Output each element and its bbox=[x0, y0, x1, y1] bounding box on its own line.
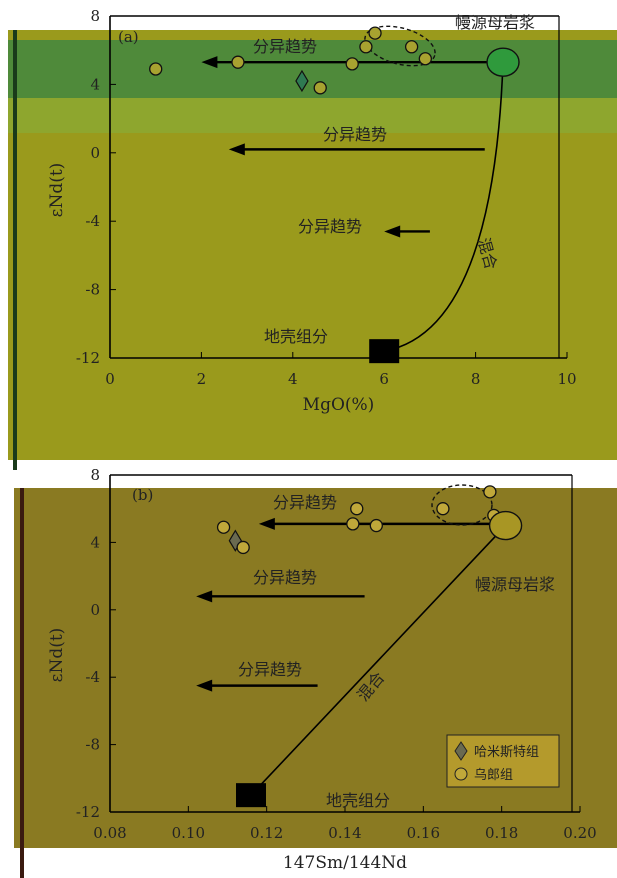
highlight-ellipse bbox=[431, 484, 493, 526]
x-tick-label: 0.12 bbox=[250, 824, 283, 842]
x-tick-label: 0 bbox=[105, 370, 115, 388]
y-axis-label: εNd(t) bbox=[47, 163, 67, 218]
data-point-circle bbox=[359, 40, 373, 54]
trend-label: 分异趋势 bbox=[273, 493, 337, 512]
data-point-circle bbox=[236, 540, 250, 555]
data-point-circle bbox=[369, 518, 383, 533]
y-tick-label: -12 bbox=[76, 803, 100, 821]
trend-arrowhead bbox=[196, 590, 213, 603]
trend-label: 分异趋势 bbox=[253, 37, 317, 56]
y-tick-label: 4 bbox=[90, 75, 100, 93]
x-tick-label: 6 bbox=[379, 370, 389, 388]
left-edge-strip-a bbox=[13, 30, 17, 470]
crust-label: 地壳组分 bbox=[264, 327, 328, 346]
trend-label: 分异趋势 bbox=[298, 217, 362, 236]
trend-arrowhead bbox=[384, 225, 401, 238]
trend-arrowhead bbox=[228, 143, 245, 156]
panel-b: 0.08 0.10 0.12 0.14 0.16 0.18 0.20 8 4 0 -4 -8 -12 14… bbox=[47, 466, 597, 873]
x-tick-label: 0.14 bbox=[328, 824, 361, 842]
crust-endmember bbox=[369, 339, 400, 364]
data-point-circle bbox=[436, 502, 450, 516]
y-tick-label: -8 bbox=[85, 281, 100, 299]
x-axis-label: 147Sm/144Nd bbox=[283, 853, 407, 873]
y-tick-label: 0 bbox=[90, 144, 100, 162]
mantle-endmember bbox=[488, 510, 523, 541]
x-tick-label: 0.16 bbox=[407, 824, 440, 842]
x-tick-label: 2 bbox=[197, 370, 207, 388]
trend-arrowhead bbox=[196, 679, 213, 692]
legend-circle-marker bbox=[454, 767, 468, 781]
y-tick-label: 0 bbox=[90, 601, 100, 619]
x-tick-label: 0.20 bbox=[563, 824, 596, 842]
legend-diamond-marker bbox=[454, 741, 468, 761]
data-point-circle bbox=[345, 57, 359, 71]
legend-label-hamisite: 哈米斯特组 bbox=[474, 745, 539, 760]
trend-arrowhead bbox=[201, 56, 218, 69]
data-point-circle bbox=[350, 502, 364, 516]
data-point-circle bbox=[149, 62, 163, 76]
data-point-circle bbox=[216, 520, 231, 534]
data-point-circle bbox=[418, 52, 432, 66]
y-axis-label: εNd(t) bbox=[47, 628, 67, 683]
mantle-endmember bbox=[486, 47, 520, 77]
y-tick-label: -4 bbox=[85, 212, 100, 230]
panel-label: (a) bbox=[118, 28, 139, 46]
highlight-ellipse bbox=[364, 25, 436, 67]
y-tick-label: -12 bbox=[76, 349, 100, 367]
y-tick-label: 8 bbox=[90, 7, 100, 25]
y-tick-label: -4 bbox=[85, 668, 100, 686]
data-point-circle bbox=[483, 485, 497, 499]
crust-endmember bbox=[236, 783, 266, 808]
legend-label-wulang: 乌郎组 bbox=[474, 767, 513, 783]
trend-arrowhead bbox=[258, 517, 275, 530]
data-point-circle bbox=[346, 517, 360, 531]
x-tick-label: 0.18 bbox=[485, 824, 518, 842]
y-tick-label: 8 bbox=[90, 466, 100, 484]
mixing-curve bbox=[384, 62, 504, 352]
data-point-circle bbox=[231, 55, 245, 69]
x-tick-label: 4 bbox=[288, 370, 298, 388]
data-point-circle bbox=[368, 26, 382, 40]
panel-label: (b) bbox=[132, 486, 153, 504]
mantle-label: 幔源母岩浆 bbox=[475, 575, 555, 594]
x-tick-label: 8 bbox=[471, 370, 481, 388]
trend-label: 分异趋势 bbox=[253, 568, 317, 587]
x-tick-label: 10 bbox=[557, 370, 576, 388]
data-point-circle bbox=[313, 81, 327, 95]
trend-label: 分异趋势 bbox=[323, 125, 387, 144]
panel-b-background bbox=[14, 488, 617, 848]
data-point-circle bbox=[404, 40, 419, 54]
data-point-diamond bbox=[295, 69, 309, 93]
left-edge-strip-b bbox=[20, 488, 24, 878]
x-tick-label: 0.10 bbox=[172, 824, 205, 842]
crust-label: 地壳组分 bbox=[326, 791, 390, 810]
x-tick-label: 0.08 bbox=[93, 824, 126, 842]
mantle-label: 幔源母岩浆 bbox=[455, 13, 535, 32]
legend: 哈米斯特组 乌郎组 bbox=[446, 734, 560, 788]
trend-label: 分异趋势 bbox=[238, 660, 302, 679]
mixing-line bbox=[250, 525, 507, 796]
y-tick-label: 4 bbox=[90, 533, 100, 551]
x-axis-label: MgO(%) bbox=[303, 395, 375, 415]
y-tick-label: -8 bbox=[85, 736, 100, 754]
